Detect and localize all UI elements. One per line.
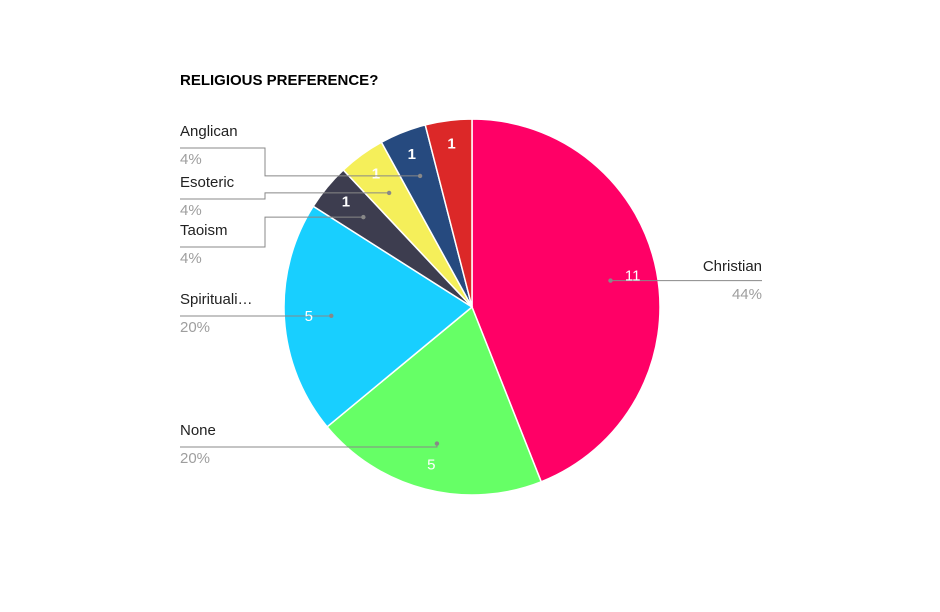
slice-category-label: Anglican bbox=[180, 123, 238, 140]
leader-dot bbox=[386, 190, 392, 196]
leader-dot bbox=[329, 313, 334, 319]
slice-value-label: 5 bbox=[305, 308, 313, 325]
slice-value-label: 1 bbox=[447, 136, 455, 153]
leader-line bbox=[180, 147, 421, 177]
slice-percent-label: 44% bbox=[732, 286, 762, 303]
leader-line bbox=[180, 216, 364, 248]
slice-value-label: 1 bbox=[372, 166, 380, 183]
slice-category-label: Christian bbox=[703, 258, 762, 275]
slice-category-label: Spirituali… bbox=[180, 291, 253, 308]
leader-dot bbox=[361, 214, 366, 220]
slice-category-label: Esoteric bbox=[180, 174, 235, 191]
slice-percent-label: 20% bbox=[180, 450, 210, 467]
slice-value-label: 11 bbox=[625, 267, 641, 284]
slice-percent-label: 4% bbox=[180, 202, 202, 219]
slice-value-label: 1 bbox=[342, 194, 350, 211]
slice-category-label: None bbox=[180, 422, 216, 439]
slice-value-label: 1 bbox=[408, 146, 416, 163]
leader-dot bbox=[608, 278, 613, 283]
slice-percent-label: 4% bbox=[180, 151, 202, 168]
leader-dot bbox=[417, 173, 423, 179]
leader-dot bbox=[434, 441, 440, 446]
slice-value-label: 5 bbox=[427, 456, 435, 473]
slice-category-label: Taoism bbox=[180, 222, 228, 239]
pie-slice bbox=[424, 118, 473, 308]
chart-title: RELIGIOUS PREFERENCE? bbox=[180, 72, 378, 89]
slice-percent-label: 4% bbox=[180, 250, 202, 267]
pie-slice bbox=[283, 205, 474, 428]
pie-slice bbox=[471, 118, 661, 483]
slice-percent-label: 20% bbox=[180, 319, 210, 336]
leader-line bbox=[180, 192, 390, 200]
pie-slice bbox=[326, 305, 543, 496]
